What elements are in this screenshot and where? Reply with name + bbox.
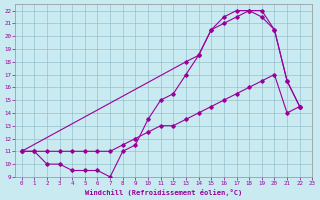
X-axis label: Windchill (Refroidissement éolien,°C): Windchill (Refroidissement éolien,°C) xyxy=(85,189,243,196)
